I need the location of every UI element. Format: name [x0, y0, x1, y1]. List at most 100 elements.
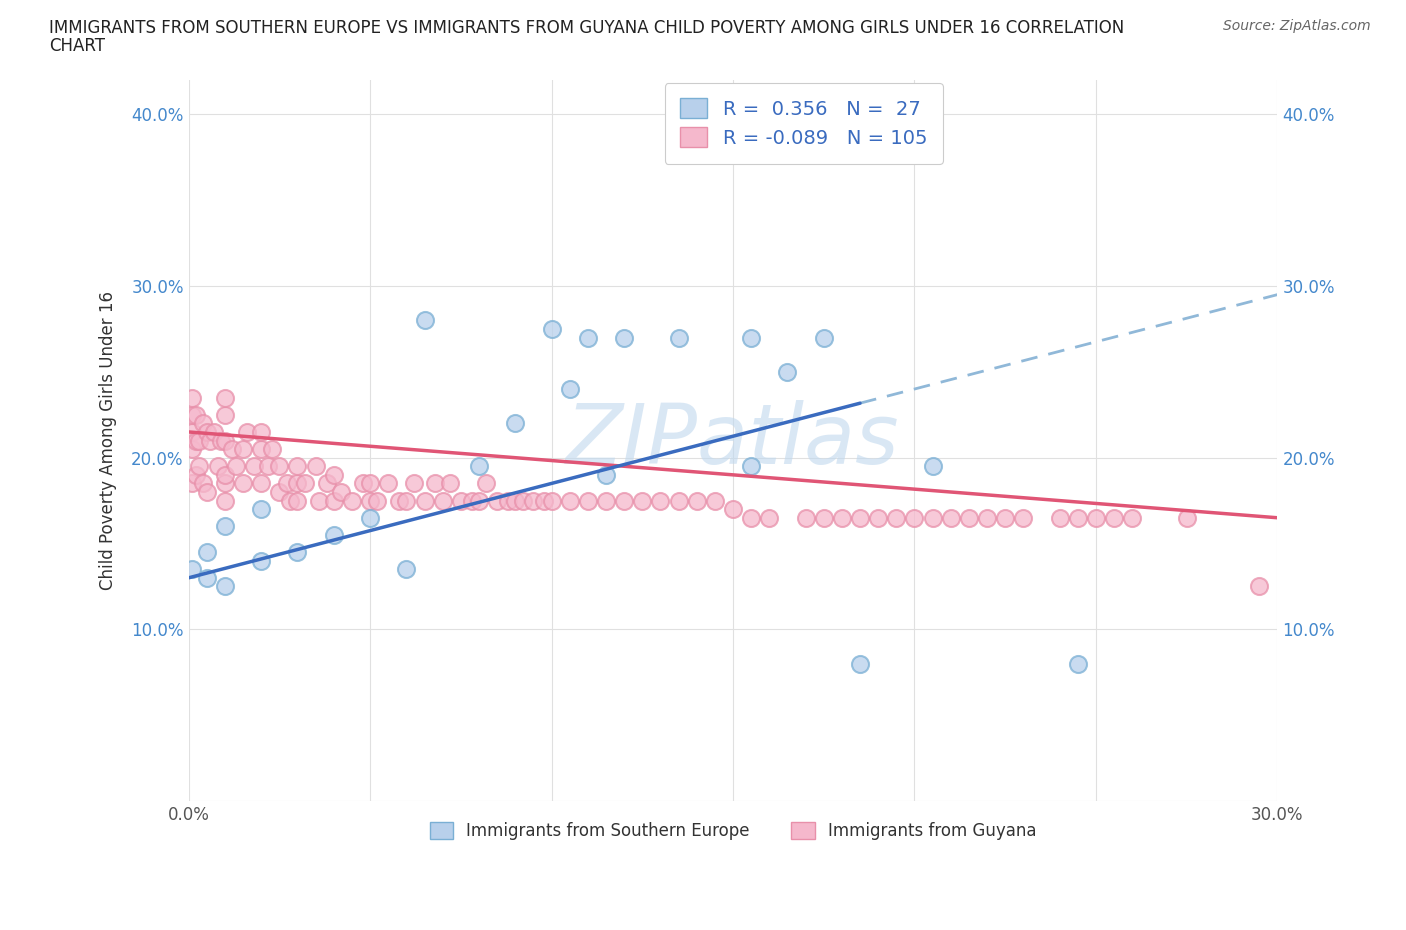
Point — [287, 458, 309, 473]
Point — [195, 485, 218, 499]
Point — [184, 468, 207, 483]
Point — [232, 442, 254, 457]
Point — [191, 476, 214, 491]
Point — [813, 511, 835, 525]
Point — [533, 493, 555, 508]
Point — [1084, 511, 1107, 525]
Point — [503, 493, 526, 508]
Point — [595, 493, 617, 508]
Point — [250, 442, 273, 457]
Point — [191, 416, 214, 431]
Point — [1049, 511, 1071, 525]
Point — [576, 493, 599, 508]
Point — [503, 416, 526, 431]
Point — [558, 493, 581, 508]
Point — [308, 493, 330, 508]
Point — [758, 511, 780, 525]
Point — [214, 493, 236, 508]
Point — [425, 476, 447, 491]
Point — [388, 493, 411, 508]
Point — [235, 424, 257, 439]
Point — [721, 501, 744, 516]
Point — [450, 493, 472, 508]
Text: CHART: CHART — [49, 37, 105, 55]
Point — [868, 511, 890, 525]
Point — [468, 458, 491, 473]
Point — [595, 468, 617, 483]
Point — [377, 476, 399, 491]
Point — [540, 493, 562, 508]
Point — [322, 468, 344, 483]
Point — [831, 511, 853, 525]
Point — [184, 433, 207, 448]
Point — [276, 476, 298, 491]
Point — [994, 511, 1017, 525]
Point — [486, 493, 509, 508]
Point — [214, 407, 236, 422]
Point — [395, 562, 418, 577]
Point — [686, 493, 709, 508]
Point — [214, 519, 236, 534]
Point — [1012, 511, 1035, 525]
Point — [250, 501, 273, 516]
Point — [613, 330, 636, 345]
Point — [214, 468, 236, 483]
Point — [976, 511, 998, 525]
Point — [496, 493, 519, 508]
Point — [813, 330, 835, 345]
Point — [315, 476, 337, 491]
Point — [540, 322, 562, 337]
Point — [794, 511, 817, 525]
Point — [200, 433, 222, 448]
Point — [181, 407, 204, 422]
Point — [207, 458, 229, 473]
Point — [395, 493, 418, 508]
Point — [613, 493, 636, 508]
Point — [322, 527, 344, 542]
Point — [269, 458, 291, 473]
Point — [740, 330, 762, 345]
Point — [278, 493, 301, 508]
Point — [352, 476, 374, 491]
Point — [413, 493, 436, 508]
Point — [776, 365, 799, 379]
Point — [262, 442, 284, 457]
Legend: Immigrants from Southern Europe, Immigrants from Guyana: Immigrants from Southern Europe, Immigra… — [419, 812, 1046, 850]
Point — [1102, 511, 1125, 525]
Point — [475, 476, 498, 491]
Point — [221, 442, 243, 457]
Point — [631, 493, 654, 508]
Point — [740, 511, 762, 525]
Point — [225, 458, 247, 473]
Point — [468, 493, 491, 508]
Point — [287, 545, 309, 560]
Point — [340, 493, 363, 508]
Point — [181, 562, 204, 577]
Point — [366, 493, 388, 508]
Point — [1067, 657, 1090, 671]
Point — [703, 493, 725, 508]
Point — [668, 330, 690, 345]
Point — [668, 493, 690, 508]
Point — [849, 657, 872, 671]
Point — [214, 476, 236, 491]
Point — [413, 312, 436, 327]
Point — [188, 458, 211, 473]
Point — [903, 511, 925, 525]
Point — [1067, 511, 1090, 525]
Point — [522, 493, 544, 508]
Point — [957, 511, 980, 525]
Point — [214, 391, 236, 405]
Point — [294, 476, 316, 491]
Point — [650, 493, 672, 508]
Point — [740, 458, 762, 473]
Text: IMMIGRANTS FROM SOUTHERN EUROPE VS IMMIGRANTS FROM GUYANA CHILD POVERTY AMONG GI: IMMIGRANTS FROM SOUTHERN EUROPE VS IMMIG… — [49, 19, 1125, 36]
Point — [439, 476, 461, 491]
Point — [181, 476, 204, 491]
Point — [304, 458, 326, 473]
Y-axis label: Child Poverty Among Girls Under 16: Child Poverty Among Girls Under 16 — [100, 291, 117, 590]
Point — [359, 511, 381, 525]
Point — [269, 485, 291, 499]
Point — [884, 511, 907, 525]
Point — [287, 476, 309, 491]
